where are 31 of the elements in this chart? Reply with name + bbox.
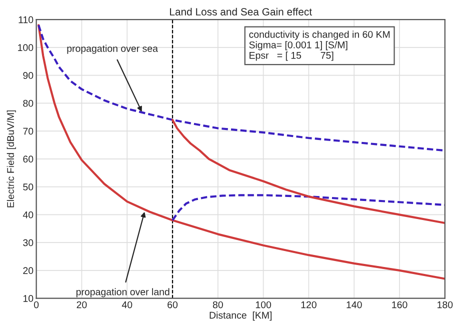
y-tick-label: 60 [23,156,34,163]
y-tick-label: 50 [23,184,34,190]
y-tick-label: 100 [18,44,34,52]
x-tick-label: 140 [346,301,362,308]
y-tick-label: 40 [22,211,34,218]
line-series [171,118,445,224]
y-tick-label: 10 [23,295,34,302]
annotation: propagation over land [76,288,170,298]
line-series [171,194,445,222]
x-tick-label: 120 [301,301,316,308]
y-tick-label: 20 [23,267,34,274]
x-tick-label: 160 [392,301,408,308]
y-axis-title: Electric Field [dBuV/M] [6,110,16,208]
x-tick-label: 180 [438,301,453,308]
annotation: propagation over sea [67,44,158,54]
x-tick-label: 60 [168,301,178,308]
x-tick-label: 40 [122,301,132,308]
y-tick-label: 30 [23,239,34,246]
y-tick-label: 90 [23,72,34,79]
x-tick-label: 20 [76,301,87,308]
chart-title: Land Loss and Sea Gain effect [170,8,312,16]
x-tick-label: 100 [256,301,272,308]
y-tick-label: 70 [23,128,34,135]
x-axis-title: Distance [KM] [210,312,272,321]
annotation: conductivity is changed in 60 KM Sigma= [0.001 1] [S/M] Epsr = [ 15 75] [249,30,390,61]
x-tick-label: 0 [34,301,39,308]
y-tick-label: 80 [23,100,34,107]
y-tick-label: 110 [18,16,34,24]
line-series [38,24,445,280]
x-tick-label: 80 [212,301,223,308]
line-series [38,24,445,152]
